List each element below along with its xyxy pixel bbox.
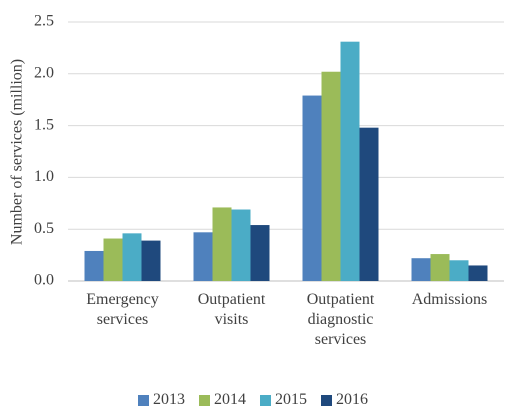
legend-label: 2013 xyxy=(153,391,185,408)
y-tick-label: 2.0 xyxy=(34,64,54,81)
bar xyxy=(430,254,450,281)
y-tick-label: 1.0 xyxy=(34,168,54,185)
legend-swatch xyxy=(138,394,149,406)
bar xyxy=(103,238,123,281)
x-tick-label: Outpatient diagnostic services xyxy=(306,291,375,348)
legend-label: 2014 xyxy=(214,391,246,408)
bar xyxy=(84,250,104,281)
bar xyxy=(122,233,142,281)
legend-item: 2015 xyxy=(260,391,307,409)
legend-label: 2015 xyxy=(275,391,307,408)
y-tick-label: 2.5 xyxy=(34,13,54,30)
bar xyxy=(193,232,213,281)
legend-item: 2013 xyxy=(138,391,185,409)
legend-swatch xyxy=(321,394,332,406)
legend-item: 2014 xyxy=(199,391,246,409)
y-axis-label: Number of services (million) xyxy=(9,59,26,245)
bar xyxy=(359,127,379,281)
bar xyxy=(321,71,341,281)
legend: 2013 2014 2015 2016 xyxy=(0,391,506,409)
bar xyxy=(212,207,232,281)
bar xyxy=(250,225,270,281)
y-tick-label: 1.5 xyxy=(34,116,54,133)
bar xyxy=(141,240,161,281)
legend-label: 2016 xyxy=(336,391,368,408)
y-tick-label: 0.5 xyxy=(34,220,54,237)
bar xyxy=(468,265,488,281)
x-tick-label: Admissions xyxy=(411,291,488,308)
bar xyxy=(411,258,431,281)
y-tick-label: 0.0 xyxy=(34,272,54,289)
bar xyxy=(340,41,360,282)
legend-item: 2016 xyxy=(321,391,368,409)
bar xyxy=(449,260,469,281)
legend-swatch xyxy=(199,394,210,406)
x-tick-label: Outpatient visits xyxy=(197,291,266,328)
bar xyxy=(231,209,251,281)
x-tick-label: Emergency services xyxy=(86,291,159,328)
bar xyxy=(302,95,322,281)
legend-swatch xyxy=(260,394,271,406)
